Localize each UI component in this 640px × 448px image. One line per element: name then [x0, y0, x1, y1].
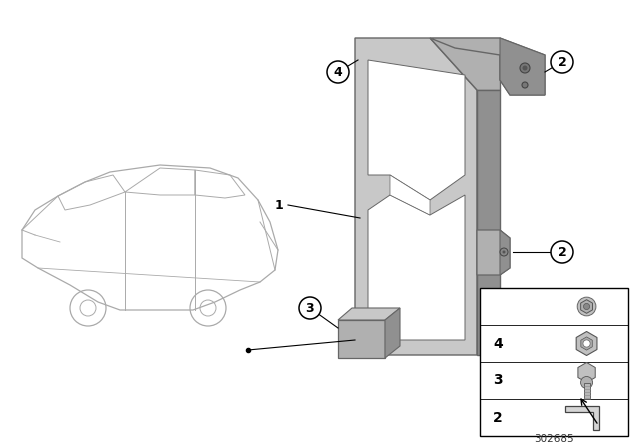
Circle shape [551, 241, 573, 263]
Bar [480, 288, 628, 436]
Circle shape [584, 303, 589, 310]
Polygon shape [477, 230, 510, 275]
Polygon shape [368, 60, 465, 200]
Circle shape [522, 82, 528, 88]
Polygon shape [500, 38, 545, 95]
Polygon shape [584, 383, 589, 399]
Polygon shape [338, 320, 385, 358]
Circle shape [522, 65, 527, 70]
Text: 4: 4 [333, 65, 342, 78]
Polygon shape [581, 337, 592, 350]
Circle shape [551, 51, 573, 73]
Circle shape [583, 340, 590, 347]
Polygon shape [385, 308, 400, 358]
Circle shape [327, 61, 349, 83]
Polygon shape [355, 38, 477, 355]
Polygon shape [430, 38, 500, 90]
Polygon shape [338, 308, 400, 320]
Text: 302685: 302685 [534, 434, 574, 444]
Polygon shape [477, 90, 500, 355]
Circle shape [520, 63, 530, 73]
Text: 1: 1 [275, 198, 283, 211]
Circle shape [500, 248, 508, 256]
Polygon shape [564, 405, 598, 430]
Text: 2: 2 [557, 56, 566, 69]
Text: 2: 2 [557, 246, 566, 258]
Polygon shape [580, 300, 593, 313]
Circle shape [580, 376, 593, 388]
Polygon shape [576, 332, 597, 356]
Text: 2: 2 [493, 410, 503, 425]
Circle shape [502, 250, 506, 254]
Circle shape [577, 297, 596, 316]
Polygon shape [500, 230, 510, 275]
Text: 3: 3 [306, 302, 314, 314]
Polygon shape [368, 195, 465, 340]
Polygon shape [578, 362, 595, 383]
Circle shape [299, 297, 321, 319]
Text: 3: 3 [493, 374, 503, 388]
Polygon shape [430, 38, 545, 95]
Polygon shape [390, 175, 430, 215]
Text: 4: 4 [493, 336, 503, 350]
